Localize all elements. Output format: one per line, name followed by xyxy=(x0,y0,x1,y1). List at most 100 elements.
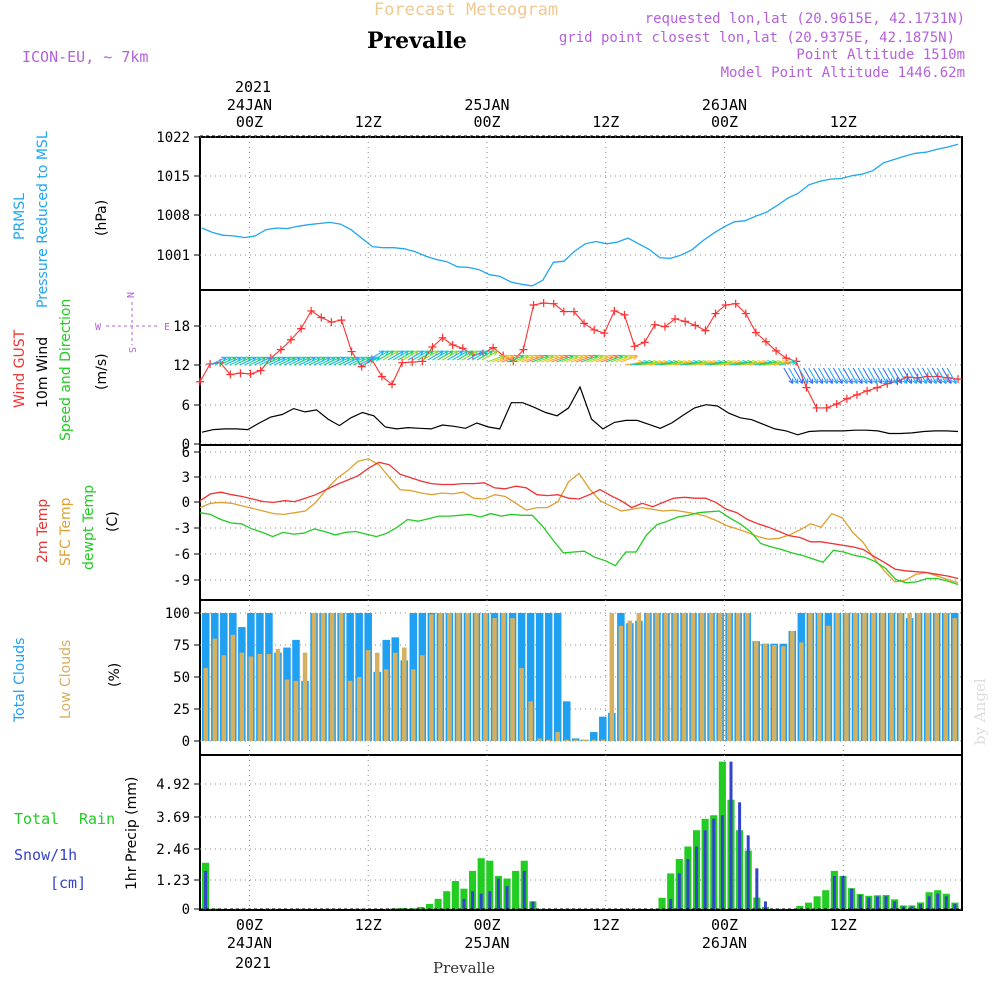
low-cloud-bar xyxy=(582,739,588,741)
gridpoint-coords: grid point closest lon,lat (20.9375E, 42… xyxy=(559,30,955,46)
gust-marker xyxy=(691,321,700,330)
low-cloud-bar xyxy=(735,613,741,741)
low-cloud-bar xyxy=(302,652,308,741)
precip-frame xyxy=(199,754,963,911)
low-cloud-bar xyxy=(826,625,831,741)
low-cloud-bar xyxy=(456,613,461,741)
wind-arrow xyxy=(372,350,390,361)
snow-bar xyxy=(763,901,767,909)
low-cloud-bar xyxy=(889,613,894,741)
total-cloud-bar xyxy=(553,613,562,741)
rain-bar xyxy=(443,891,451,909)
low-cloud-bar xyxy=(772,645,777,741)
model-label: ICON-EU, ~ 7km xyxy=(22,48,148,66)
wind-arrow xyxy=(417,350,434,361)
wind-arrow xyxy=(427,350,444,361)
gust-marker xyxy=(782,354,791,363)
snow-bar xyxy=(918,903,922,909)
precip-unit: 1hr Precip (mm) xyxy=(124,777,140,890)
clouds-ytick-label: 100 xyxy=(165,606,190,622)
temp-unit: (C) xyxy=(105,511,121,532)
gust-marker xyxy=(347,347,356,356)
precip-ytick-label: 4.92 xyxy=(156,777,190,793)
gust-marker xyxy=(317,313,326,322)
rain-bar xyxy=(667,873,675,909)
gust-marker xyxy=(226,370,235,379)
wind-arrow xyxy=(813,367,824,385)
gust-marker xyxy=(276,345,285,354)
wind-arrow xyxy=(882,367,893,385)
wind-arrow xyxy=(921,367,932,385)
low-cloud-bar xyxy=(221,655,227,741)
top-hour-label: 12Z xyxy=(355,113,382,131)
point-altitude: Point Altitude 1510m xyxy=(796,47,965,63)
wind-arrow xyxy=(432,350,449,361)
low-cloud-bar xyxy=(663,613,669,741)
low-cloud-bar xyxy=(744,613,750,741)
wind-label-2: 10m Wind xyxy=(35,337,51,408)
low-cloud-bar xyxy=(465,613,470,741)
snow-bar xyxy=(471,891,475,909)
wind-arrow xyxy=(452,350,469,361)
gust-marker xyxy=(196,377,204,386)
rain-bar xyxy=(469,870,477,909)
wind-arrow xyxy=(461,350,479,361)
wind-arrow xyxy=(827,367,838,385)
gust-marker xyxy=(246,369,255,378)
cloud-label-1: Total Clouds xyxy=(12,638,28,723)
gust-marker xyxy=(549,299,558,308)
wind-arrow xyxy=(892,367,903,385)
wind-arrow xyxy=(847,367,858,385)
low-cloud-bar xyxy=(338,613,344,741)
top-hour-label: 00Z xyxy=(473,113,500,131)
gust-marker xyxy=(822,403,831,412)
wind-arrow xyxy=(620,354,638,363)
gust-marker xyxy=(398,358,407,367)
gust-marker xyxy=(681,317,690,326)
temp-label-2: SFC Temp xyxy=(58,497,74,566)
rain-bar xyxy=(512,870,520,909)
gust-marker xyxy=(337,316,346,325)
wind-arrow xyxy=(931,367,942,385)
top-hour-label: 12Z xyxy=(830,113,857,131)
low-cloud-bar xyxy=(293,680,299,741)
wind-arrow xyxy=(437,350,454,361)
wind-arrow xyxy=(793,367,804,385)
pressure-unit: (hPa) xyxy=(94,200,110,236)
low-cloud-bar xyxy=(546,739,551,741)
temperature-frame xyxy=(199,444,963,601)
snow-bar xyxy=(729,761,733,909)
wind-arrow xyxy=(818,367,829,385)
wind-arrow xyxy=(402,350,419,361)
low-cloud-bar xyxy=(393,652,398,741)
snow-bar xyxy=(944,896,948,909)
snow-bar xyxy=(850,888,854,909)
bottom-year: 2021 xyxy=(235,954,271,972)
rain-bar xyxy=(813,896,821,909)
snow-bar xyxy=(875,896,879,909)
total-cloud-bar xyxy=(526,613,535,741)
precip-label-2: Snow/1h xyxy=(14,846,77,864)
clouds-ytick-label: 0 xyxy=(182,734,190,750)
gust-marker xyxy=(590,325,599,334)
temperature-ytick-label: -6 xyxy=(173,547,190,563)
snow-bar xyxy=(841,875,845,909)
requested-coords: requested lon,lat (20.9615E, 42.1731N) xyxy=(645,11,965,27)
low-cloud-bar xyxy=(501,613,506,741)
rain-bar xyxy=(804,902,813,909)
wind-arrow xyxy=(852,367,863,385)
pressure-frame xyxy=(199,136,963,291)
low-cloud-bar xyxy=(717,613,723,741)
gust-marker xyxy=(802,383,811,392)
gust-marker xyxy=(489,343,498,352)
gust-marker xyxy=(701,326,710,335)
snow-bar xyxy=(720,815,724,909)
wind-label-1: Wind GUST xyxy=(12,329,28,408)
model-altitude: Model Point Altitude 1446.62m xyxy=(721,65,965,81)
wind-arrow xyxy=(397,350,414,361)
gust-line xyxy=(199,302,959,409)
footer-station: Prevalle xyxy=(433,959,495,977)
rain-bar xyxy=(486,860,494,909)
gust-marker xyxy=(762,337,771,346)
